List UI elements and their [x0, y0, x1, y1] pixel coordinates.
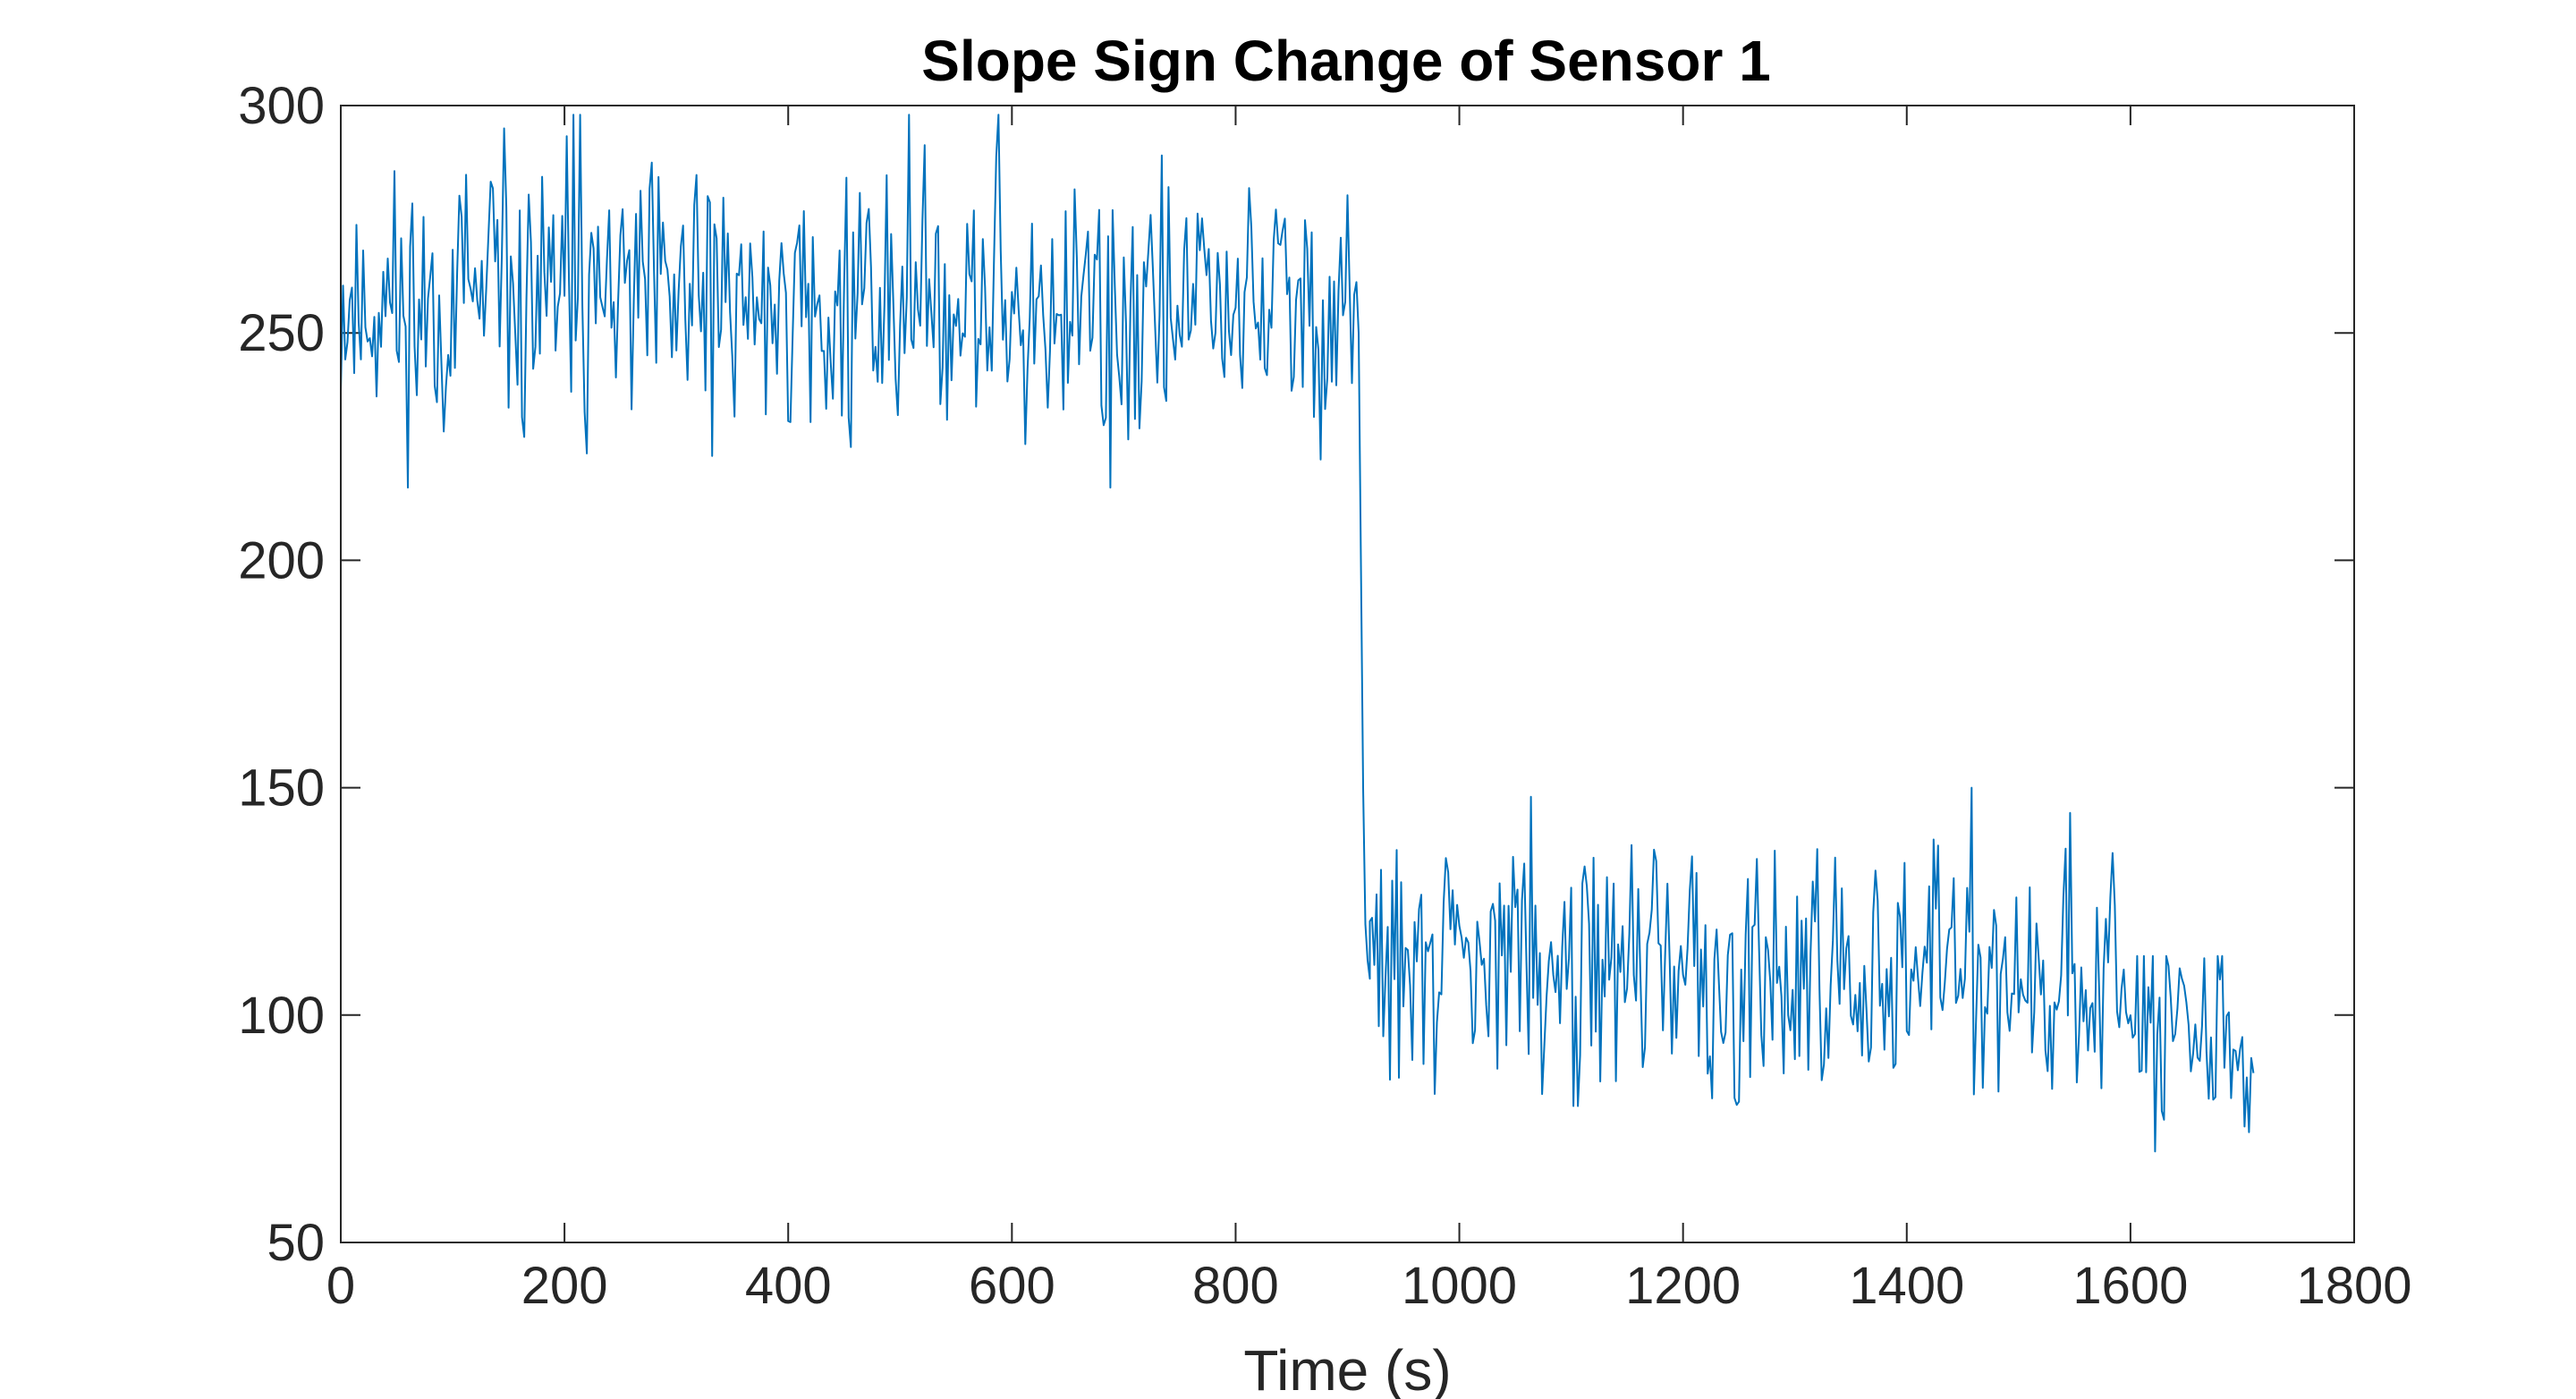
y-tick-label: 100: [238, 987, 325, 1045]
x-tick-label: 600: [969, 1257, 1055, 1315]
y-tick-label: 250: [238, 304, 325, 362]
x-tick-label: 1800: [2296, 1257, 2411, 1315]
tick-labels-layer: 0 200 400 600 800 1000 1200 1400 1600 1800 50 100 15…: [238, 77, 2411, 1315]
x-tick-label: 1200: [1625, 1257, 1741, 1315]
x-tick-label: 1600: [2072, 1257, 2188, 1315]
series-line: [340, 114, 2255, 1153]
ticks-layer: [340, 105, 2355, 1243]
data-layer: [340, 114, 2255, 1153]
x-tick-label: 1400: [1849, 1257, 1964, 1315]
plot-frame: [340, 105, 2355, 1243]
chart-title: Slope Sign Change of Sensor 1: [921, 29, 1770, 93]
x-axis-label: Time (s): [1243, 1338, 1451, 1399]
y-tick-label: 50: [267, 1214, 325, 1272]
x-tick-label: 1000: [1402, 1257, 1517, 1315]
y-tick-label: 200: [238, 531, 325, 589]
y-tick-label: 150: [238, 759, 325, 818]
x-tick-label: 200: [521, 1257, 608, 1315]
y-tick-label: 300: [238, 77, 325, 135]
x-tick-label: 0: [326, 1257, 355, 1315]
x-tick-label: 400: [745, 1257, 832, 1315]
x-tick-label: 800: [1192, 1257, 1279, 1315]
